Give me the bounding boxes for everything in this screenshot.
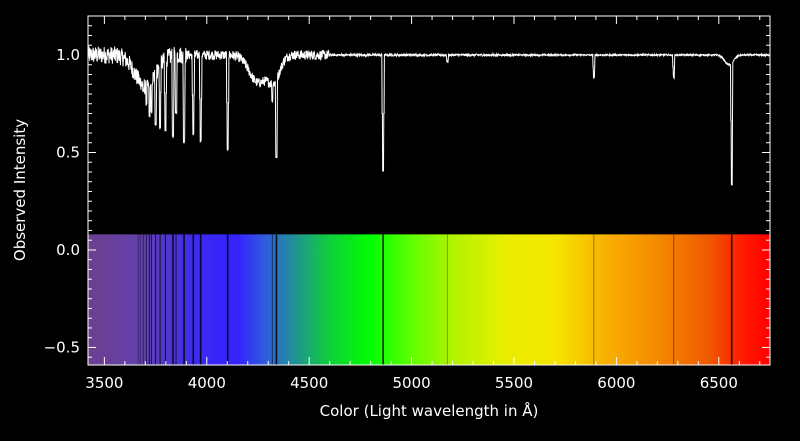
x-tick-label: 4000 <box>188 374 226 392</box>
plot-area <box>88 46 770 365</box>
plot-frame <box>87 15 771 366</box>
color-band-absorption-lines <box>137 234 733 365</box>
x-tick-label: 6000 <box>597 374 635 392</box>
x-tick-label: 4500 <box>290 374 328 392</box>
x-axis-ticks: 3500 4000 4500 5000 5500 6000 6500 <box>85 16 761 392</box>
y-axis-ticks: 1.0 0.5 0.0 −0.5 <box>44 25 770 358</box>
spectrum-line <box>88 46 770 186</box>
x-tick-label: 5000 <box>392 374 430 392</box>
x-axis-label: Color (Light wavelength in Å) <box>320 401 539 420</box>
y-tick-label: −0.5 <box>44 338 80 356</box>
y-tick-label: 0.0 <box>56 241 80 259</box>
y-axis-label: Observed Intensity <box>11 119 29 261</box>
x-tick-label: 6500 <box>700 374 738 392</box>
x-tick-label: 5500 <box>495 374 533 392</box>
y-tick-label: 0.5 <box>56 143 80 161</box>
x-tick-label: 3500 <box>85 374 123 392</box>
y-tick-label: 1.0 <box>56 46 80 64</box>
color-band <box>88 234 770 365</box>
